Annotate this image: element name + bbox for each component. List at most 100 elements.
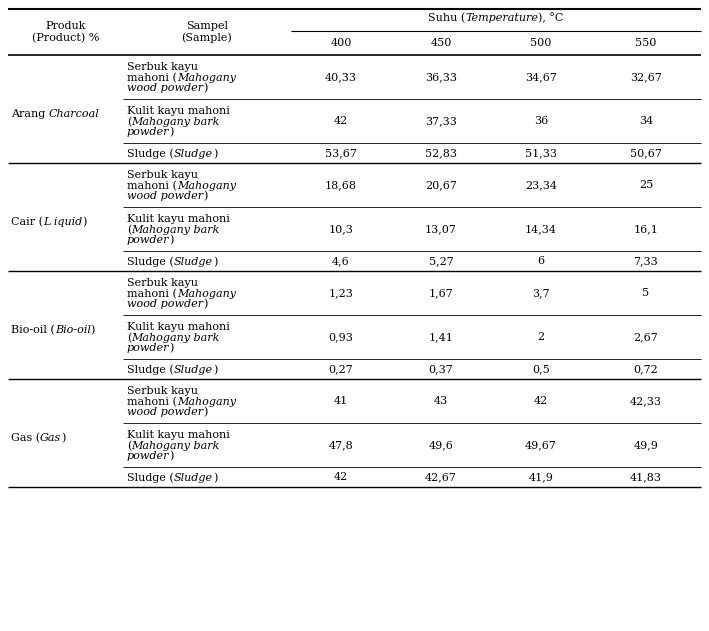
Text: ): )	[213, 365, 217, 375]
Text: 47,8: 47,8	[329, 440, 353, 450]
Text: 49,67: 49,67	[525, 440, 557, 450]
Text: Sludge: Sludge	[174, 257, 213, 267]
Text: Serbuk kayu: Serbuk kayu	[127, 62, 198, 73]
Text: 42: 42	[534, 396, 548, 406]
Text: ): )	[169, 235, 174, 245]
Text: Sludge (: Sludge (	[127, 473, 174, 483]
Text: 0,93: 0,93	[328, 332, 354, 342]
Text: Serbuk kayu: Serbuk kayu	[127, 278, 198, 288]
Text: Sludge: Sludge	[174, 149, 213, 159]
Text: 0,5: 0,5	[532, 364, 550, 374]
Text: (: (	[127, 333, 131, 343]
Text: Serbuk kayu: Serbuk kayu	[127, 170, 198, 180]
Text: 2: 2	[537, 332, 545, 342]
Text: powder: powder	[127, 343, 169, 353]
Text: ), °C: ), °C	[538, 13, 564, 23]
Text: Mahogany bark: Mahogany bark	[131, 225, 220, 235]
Text: 41,83: 41,83	[630, 472, 662, 482]
Text: ): )	[213, 257, 217, 267]
Text: Kulit kayu mahoni: Kulit kayu mahoni	[127, 106, 230, 116]
Text: 25: 25	[639, 180, 653, 190]
Text: (: (	[127, 440, 131, 451]
Text: wood powder: wood powder	[127, 191, 203, 201]
Text: ): )	[169, 127, 174, 138]
Text: ): )	[169, 343, 174, 353]
Text: (Sample): (Sample)	[182, 32, 233, 43]
Text: 42,33: 42,33	[630, 396, 662, 406]
Text: powder: powder	[127, 235, 169, 245]
Text: Sludge (: Sludge (	[127, 149, 174, 159]
Text: Gas (: Gas (	[11, 433, 40, 444]
Text: 14,34: 14,34	[525, 224, 557, 234]
Text: powder: powder	[127, 127, 169, 138]
Text: Bio-oil: Bio-oil	[55, 325, 91, 335]
Text: 36,33: 36,33	[425, 72, 457, 82]
Text: Mahogany: Mahogany	[177, 180, 236, 191]
Text: 50,67: 50,67	[630, 148, 662, 158]
Text: 550: 550	[635, 38, 657, 48]
Text: 41,9: 41,9	[529, 472, 554, 482]
Text: 42: 42	[334, 472, 348, 482]
Text: ): )	[203, 83, 208, 93]
Text: 400: 400	[330, 38, 352, 48]
Text: Mahogany bark: Mahogany bark	[131, 117, 220, 127]
Text: Bio-oil (: Bio-oil (	[11, 325, 55, 335]
Text: Arang: Arang	[11, 109, 49, 119]
Text: 52,83: 52,83	[425, 148, 457, 158]
Text: 18,68: 18,68	[325, 180, 357, 190]
Text: mahoni (: mahoni (	[127, 73, 177, 83]
Text: 5: 5	[642, 288, 649, 298]
Text: Cair (: Cair (	[11, 217, 43, 227]
Text: 2,67: 2,67	[634, 332, 659, 342]
Text: 20,67: 20,67	[425, 180, 457, 190]
Text: ): )	[213, 149, 217, 159]
Text: 13,07: 13,07	[425, 224, 457, 234]
Text: 41: 41	[334, 396, 348, 406]
Text: Kulit kayu mahoni: Kulit kayu mahoni	[127, 430, 230, 440]
Text: Sludge: Sludge	[174, 473, 213, 483]
Text: 0,72: 0,72	[634, 364, 659, 374]
Text: wood powder: wood powder	[127, 83, 203, 93]
Text: 4,6: 4,6	[332, 256, 350, 266]
Text: Temperature: Temperature	[465, 13, 538, 23]
Text: wood powder: wood powder	[127, 299, 203, 309]
Text: 1,23: 1,23	[328, 288, 354, 298]
Text: ): )	[203, 191, 208, 201]
Text: 3,7: 3,7	[532, 288, 549, 298]
Text: wood powder: wood powder	[127, 407, 203, 417]
Text: Kulit kayu mahoni: Kulit kayu mahoni	[127, 215, 230, 224]
Text: Suhu (: Suhu (	[428, 13, 465, 23]
Text: Mahogany bark: Mahogany bark	[131, 333, 220, 343]
Text: 42,67: 42,67	[425, 472, 457, 482]
Text: Mahogany: Mahogany	[177, 397, 236, 407]
Text: ): )	[169, 451, 174, 461]
Text: (: (	[127, 117, 131, 127]
Text: 1,41: 1,41	[428, 332, 454, 342]
Text: ): )	[62, 433, 66, 444]
Text: 49,9: 49,9	[634, 440, 659, 450]
Text: 16,1: 16,1	[634, 224, 659, 234]
Text: Mahogany: Mahogany	[177, 289, 236, 298]
Text: 36: 36	[534, 116, 548, 126]
Text: ): )	[203, 299, 208, 310]
Text: Produk: Produk	[45, 21, 86, 31]
Text: 34: 34	[639, 116, 653, 126]
Text: 40,33: 40,33	[325, 72, 357, 82]
Text: 51,33: 51,33	[525, 148, 557, 158]
Text: Charcoal: Charcoal	[49, 109, 99, 119]
Text: 34,67: 34,67	[525, 72, 557, 82]
Text: 10,3: 10,3	[328, 224, 354, 234]
Text: 7,33: 7,33	[634, 256, 659, 266]
Text: 1,67: 1,67	[429, 288, 453, 298]
Text: 49,6: 49,6	[428, 440, 454, 450]
Text: 53,67: 53,67	[325, 148, 357, 158]
Text: 0,27: 0,27	[329, 364, 353, 374]
Text: 32,67: 32,67	[630, 72, 662, 82]
Text: ): )	[91, 325, 95, 335]
Text: ): )	[82, 217, 86, 227]
Text: 37,33: 37,33	[425, 116, 457, 126]
Text: 42: 42	[334, 116, 348, 126]
Text: Sampel: Sampel	[186, 21, 228, 31]
Text: Mahogany: Mahogany	[177, 73, 236, 83]
Text: mahoni (: mahoni (	[127, 289, 177, 299]
